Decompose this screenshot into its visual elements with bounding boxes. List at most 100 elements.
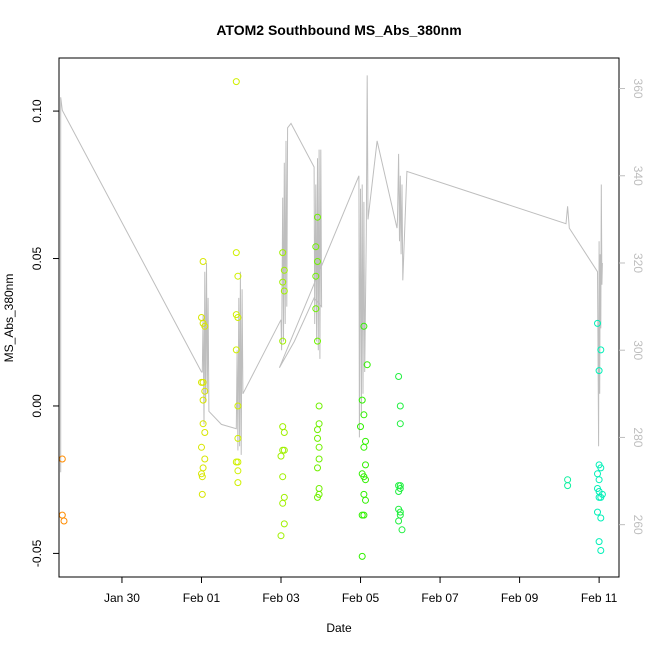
data-point [280,446,288,454]
y-axis-left: -0.05 0.00 0.05 0.10 [30,99,59,567]
y-right-tick-label: 340 [631,166,645,186]
data-point [594,319,601,327]
data-point [60,517,68,525]
data-point [279,473,287,481]
data-point [315,455,323,463]
data-point [280,266,288,274]
data-point [234,402,242,410]
data-point [358,396,366,404]
data-point [199,258,207,265]
data-point [201,455,209,463]
data-point [598,490,606,498]
data-point [362,476,369,484]
y-right-tick-label: 280 [631,427,645,447]
x-axis-label: Date [326,621,352,635]
data-point [232,346,240,354]
data-point [279,249,287,257]
data-point [315,490,323,498]
data-point [597,547,605,554]
y-tick-label: 0.05 [30,247,44,271]
x-tick-label: Feb 03 [262,591,300,605]
y-right-tick-label: 320 [631,253,645,273]
data-point [234,314,242,321]
data-point [199,420,207,428]
data-point [595,476,603,484]
line-series-path [60,75,603,473]
data-point [395,517,403,525]
y-axis-label: MS_Abs_380nm [2,274,16,363]
data-point [234,434,242,442]
data-point [398,526,406,534]
data-point [312,305,320,313]
plot-frame [58,57,620,578]
data-point [279,499,287,507]
data-point [396,482,404,490]
data-point [396,420,404,428]
data-point [280,520,288,528]
data-point [314,258,321,265]
data-point [362,496,369,504]
data-point [395,373,403,380]
data-point [277,532,285,540]
data-point [363,361,371,369]
data-point [360,443,368,451]
data-point [597,346,605,354]
data-point [357,423,364,431]
data-point [198,490,206,498]
data-point [234,467,242,475]
data-point [277,452,285,460]
data-point [360,511,368,519]
data-point [314,213,321,221]
data-point [198,443,205,451]
data-point [314,337,321,345]
data-point [564,482,572,490]
data-point [280,429,288,436]
data-point [396,402,404,410]
data-point [315,443,323,451]
y-tick-label: 0.00 [30,394,44,418]
data-point [312,243,320,251]
data-point [595,538,603,546]
data-point [312,272,320,280]
data-point [234,458,242,466]
data-point [314,464,321,472]
y-tick-label: -0.05 [30,539,44,567]
y-tick-label: 0.10 [30,99,44,123]
y-right-tick-label: 260 [631,515,645,535]
data-point [597,464,605,472]
y-right-tick-label: 360 [631,79,645,99]
data-point [201,387,209,395]
x-tick-label: Feb 07 [421,591,459,605]
data-point [199,464,207,472]
data-point [198,378,205,386]
x-tick-label: Feb 05 [342,591,380,605]
data-point [280,287,288,295]
data-point [314,426,321,434]
x-tick-label: Feb 09 [501,591,539,605]
chart-title: ATOM2 Southbound MS_Abs_380nm [216,22,461,38]
data-point [279,278,287,286]
data-point [362,461,369,469]
data-point [201,322,209,330]
data-point [198,473,206,481]
data-point [396,508,404,516]
data-point [314,434,321,442]
scatter-points [58,78,606,560]
y-right-tick-label: 300 [631,340,645,360]
data-point [360,411,368,419]
data-point [595,367,603,375]
data-point [232,249,240,257]
data-point [358,552,366,560]
y-axis-right: 260 280 300 320 340 360 [619,79,645,535]
x-tick-label: Jan 30 [104,591,140,605]
data-point [279,337,287,345]
x-axis: Jan 30 Feb 01 Feb 03 Feb 05 Feb 07 Feb 09 Feb … [104,577,618,605]
data-point [199,396,207,404]
data-point [201,429,209,436]
data-point [597,514,605,522]
line-series [60,75,603,473]
data-point [360,322,368,330]
x-tick-label: Feb 11 [581,591,618,605]
